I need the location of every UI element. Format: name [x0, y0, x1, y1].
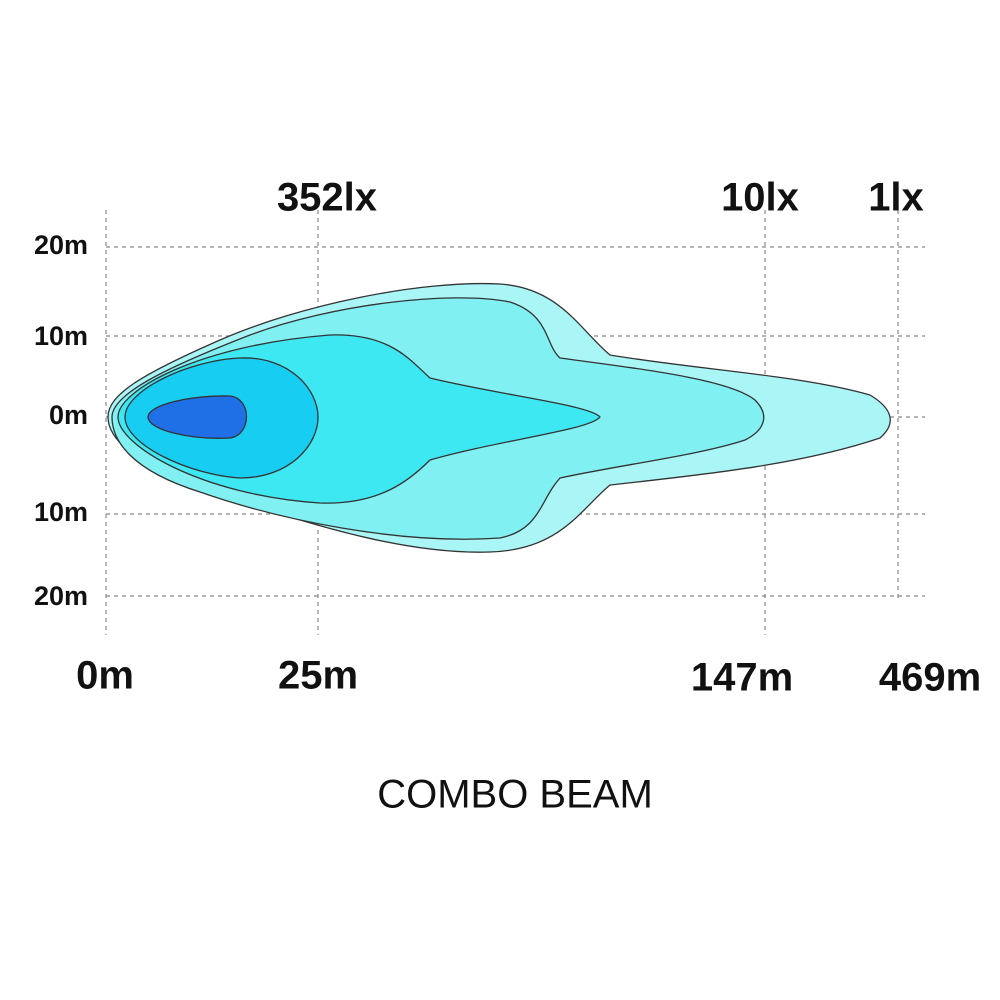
- lux-label: 1lx: [868, 176, 924, 220]
- y-label: 10m: [34, 497, 88, 527]
- lux-label: 10lx: [721, 176, 799, 220]
- contour-peak: [147, 395, 248, 439]
- y-label: 0m: [49, 400, 88, 430]
- lux-label: 352lx: [277, 176, 377, 220]
- y-label: 20m: [34, 230, 88, 260]
- title: COMBO BEAM: [377, 773, 653, 817]
- y-label: 10m: [34, 321, 88, 351]
- beam-contours: [107, 282, 891, 553]
- x-label: 25m: [278, 654, 358, 698]
- x-label: 0m: [76, 654, 134, 698]
- x-label: 147m: [691, 656, 793, 700]
- x-label: 469m: [879, 656, 981, 700]
- y-label: 20m: [34, 581, 88, 611]
